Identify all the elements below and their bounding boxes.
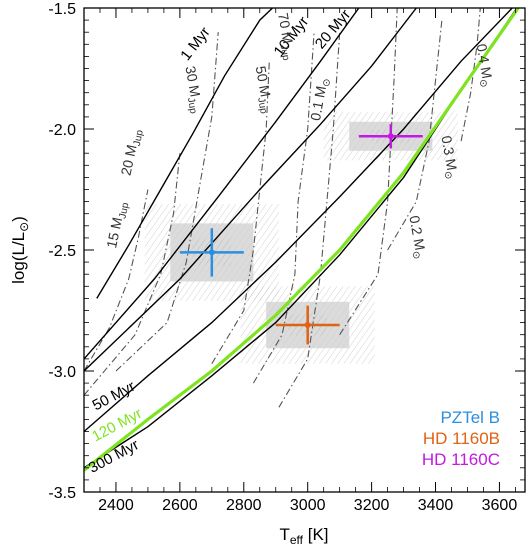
isochrone-line: [84, 8, 360, 360]
mass-track-line: [460, 8, 481, 142]
mass-track-label: 30 MJup: [179, 65, 206, 115]
y-axis-title-main: log(L/L: [9, 232, 28, 284]
x-axis-title-unit: [K]: [303, 525, 329, 544]
isochrone-line: [84, 8, 417, 372]
mass-track-label: 0.1 M⊙: [307, 76, 333, 122]
highlight-isochrone-line: [84, 8, 521, 472]
x-axis-title-main: T: [279, 525, 289, 544]
y-axis-title: log(L/L⊙): [9, 216, 31, 284]
mass-track-label-sub: ⊙: [442, 170, 454, 180]
sun-symbol-icon: ⊙: [17, 222, 31, 232]
mass-track-label-main: 15 M: [103, 216, 125, 250]
x-tick-label: 3000: [290, 497, 326, 514]
x-tick-label: 2800: [226, 497, 262, 514]
legend-entry: HD 1160B: [423, 429, 500, 448]
y-tick-label: -3.0: [48, 364, 76, 381]
isochrone-label: 1 Myr: [177, 24, 213, 64]
data-point-errorbar: [275, 305, 340, 345]
mass-track-label: 0.2 M⊙: [403, 214, 429, 260]
mass-track-label-main: 70 M: [275, 12, 296, 45]
mass-track-label-main: 0.3 M: [438, 134, 460, 171]
mass-track-label: 70 MJup: [272, 12, 299, 62]
mass-track-label-sub: Jup: [185, 97, 199, 115]
x-tick-label: 3200: [354, 497, 390, 514]
x-axis-title: Teff [K]: [279, 525, 328, 547]
mass-track-label-sub: Jup: [255, 97, 269, 115]
data-point-errorbar: [358, 124, 423, 149]
isochrone-line: [84, 8, 513, 433]
isochrone-label: 300 Myr: [86, 436, 142, 476]
data-point-errorbar: [179, 228, 244, 277]
mass-track-label-sub: Jup: [117, 201, 131, 219]
mass-track-label: 0.3 M⊙: [435, 134, 461, 180]
isochrone-label: 20 Myr: [312, 6, 354, 52]
mass-track-label-sub: ⊙: [410, 250, 422, 260]
mass-track-label: 20 MJup: [118, 127, 146, 178]
mass-track-label: 15 MJup: [103, 200, 131, 251]
mass-track-label-sub: ⊙: [477, 78, 489, 88]
mass-track-line: [339, 8, 398, 335]
x-tick-label: 2400: [98, 497, 134, 514]
mass-track-label: 50 MJup: [250, 65, 277, 115]
mass-track-label: 0.4 M⊙: [471, 42, 497, 88]
mass-track-label-main: 0.1 M: [307, 85, 329, 122]
y-tick-label: -1.5: [48, 1, 76, 18]
mass-track-label-sub: Jup: [132, 129, 146, 147]
data-point-marker: [208, 249, 215, 256]
y-tick-label: -2.0: [48, 122, 76, 139]
mass-track-line: [387, 20, 443, 251]
mass-track-line: [252, 32, 315, 384]
x-axis-title-sub: eff: [290, 533, 304, 547]
mass-track-label-main: 0.4 M: [474, 42, 496, 79]
x-tick-label: 3600: [482, 497, 518, 514]
mass-track-label-sub: ⊙: [321, 78, 333, 88]
mass-track-label-main: 0.2 M: [406, 214, 428, 251]
y-tick-label: -2.5: [48, 243, 76, 260]
data-point-marker: [387, 133, 394, 140]
mass-track-line: [278, 32, 341, 408]
data-point-marker: [304, 322, 311, 329]
mass-track-label-main: 50 M: [253, 65, 274, 98]
y-axis-title-end: ): [9, 216, 28, 222]
x-tick-label: 2600: [162, 497, 198, 514]
y-tick-label: -3.5: [48, 485, 76, 502]
mass-track-line: [84, 189, 149, 372]
mass-track-label-main: 20 M: [118, 143, 140, 177]
legend-entry: HD 1160C: [422, 450, 500, 469]
legend-entry: PZTel B: [440, 408, 500, 427]
mass-track-line: [115, 32, 219, 372]
mass-track-label-main: 30 M: [182, 65, 203, 98]
x-tick-label: 3400: [418, 497, 454, 514]
isochrone-line: [96, 8, 273, 299]
mass-track-label-sub: Jup: [278, 44, 292, 62]
